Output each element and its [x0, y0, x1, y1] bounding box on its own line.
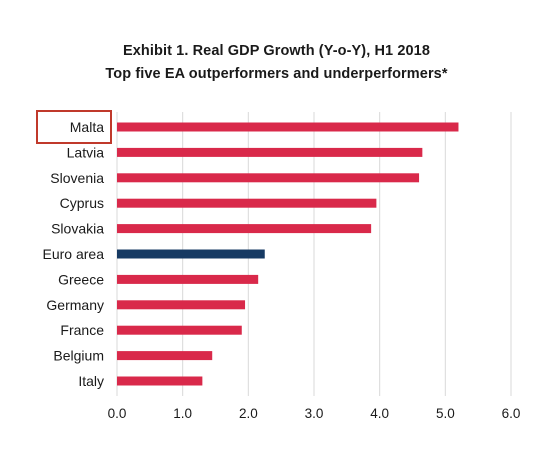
category-label: Slovenia — [50, 170, 104, 186]
chart-subtitle: Top five EA outperformers and underperfo… — [105, 66, 448, 82]
x-tick-label: 5.0 — [436, 406, 455, 421]
x-tick-label: 0.0 — [108, 406, 127, 421]
bar — [117, 122, 459, 132]
bar — [117, 249, 265, 259]
category-label: Germany — [46, 297, 104, 313]
category-label: Italy — [78, 373, 104, 389]
highlight-box — [36, 110, 112, 144]
category-label: Cyprus — [60, 195, 104, 211]
x-tick-label: 3.0 — [305, 406, 324, 421]
category-label: Latvia — [67, 144, 105, 160]
category-label: Slovakia — [51, 221, 104, 237]
category-label: France — [60, 322, 104, 338]
x-tick-label: 2.0 — [239, 406, 258, 421]
category-label: Greece — [58, 271, 104, 287]
chart-title: Exhibit 1. Real GDP Growth (Y-o-Y), H1 2… — [123, 43, 430, 59]
bar — [117, 325, 242, 335]
x-tick-label: 1.0 — [173, 406, 192, 421]
x-tick-label: 4.0 — [370, 406, 389, 421]
bar — [117, 351, 213, 361]
bar — [117, 147, 423, 157]
bar — [117, 376, 203, 386]
bar — [117, 274, 259, 284]
category-label: Belgium — [53, 348, 104, 364]
x-tick-label: 6.0 — [502, 406, 521, 421]
bar — [117, 198, 377, 208]
bar — [117, 224, 372, 234]
bar — [117, 300, 246, 310]
category-label: Euro area — [43, 246, 105, 262]
bar — [117, 173, 420, 183]
category-label: Malta — [70, 119, 104, 135]
